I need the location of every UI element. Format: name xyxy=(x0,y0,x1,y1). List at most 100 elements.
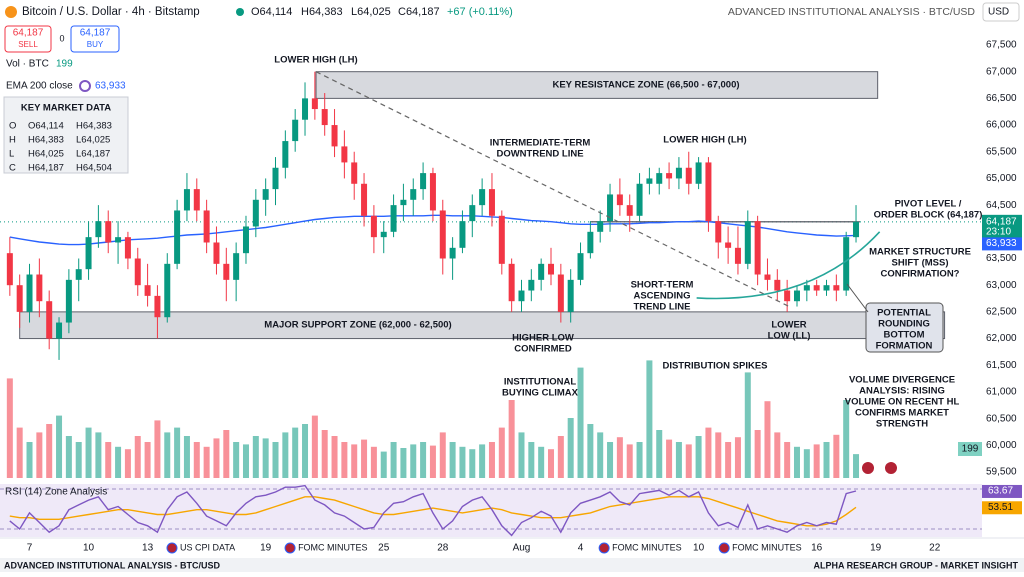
annotation: LOWER HIGH (LH) xyxy=(274,55,357,66)
event-icon xyxy=(598,542,610,554)
volume-bar xyxy=(26,442,33,478)
change: +67 (+0.11%) xyxy=(447,6,513,18)
candle-body xyxy=(242,226,249,254)
currency-button[interactable] xyxy=(982,2,1020,22)
buy-button[interactable] xyxy=(70,25,120,53)
candle-body xyxy=(262,189,269,200)
volume-bar xyxy=(498,427,505,478)
volume-bar xyxy=(459,446,466,478)
candle-body xyxy=(725,242,732,248)
market-data-table xyxy=(3,96,129,174)
event-icon xyxy=(284,542,296,554)
last-price-badge xyxy=(982,214,1022,238)
event-label-bg xyxy=(296,542,355,554)
ohlc-high: H64,383 xyxy=(301,6,343,18)
table-cell: H xyxy=(9,135,16,146)
y-tick-label: 64,500 xyxy=(986,200,1017,211)
volume-bar xyxy=(410,444,417,478)
candle-body xyxy=(36,274,43,302)
candle-body xyxy=(469,205,476,222)
volume-bar xyxy=(429,445,436,478)
annotation: CONFIRMATION? xyxy=(881,269,960,280)
volume-bar xyxy=(636,442,643,478)
volume-bar xyxy=(85,427,92,478)
x-tick-label: 13 xyxy=(142,543,154,554)
volume-bar xyxy=(469,449,476,478)
rsi-value: 63.67 xyxy=(988,486,1013,497)
annotation-box xyxy=(865,302,944,353)
candle-body xyxy=(183,189,190,211)
volume-bar xyxy=(370,446,377,478)
y-tick-label: 62,500 xyxy=(986,307,1017,318)
annotation: STRENGTH xyxy=(876,419,928,430)
volume-bar xyxy=(538,446,545,478)
ema-value: 63,933 xyxy=(95,81,126,92)
annotation: DISTRIBUTION SPIKES xyxy=(662,361,767,372)
candle-body xyxy=(134,258,141,286)
candle-body xyxy=(607,194,614,222)
candle-body xyxy=(616,194,623,206)
candle-body xyxy=(626,205,633,216)
brand: ADVANCED INSTITUTIONAL ANALYSIS · BTC/US… xyxy=(728,6,976,18)
x-tick-label: 28 xyxy=(437,543,449,554)
candle-body xyxy=(164,263,171,318)
volume-bar xyxy=(223,430,230,478)
candle-body xyxy=(213,242,220,264)
footer-bar xyxy=(0,558,1024,572)
candle-body xyxy=(538,263,545,280)
sell-button[interactable] xyxy=(4,25,52,53)
volume-bar xyxy=(843,400,850,478)
annotation: BUYING CLIMAX xyxy=(502,388,579,399)
volume-bar xyxy=(705,427,712,478)
candle-body xyxy=(341,146,348,163)
ema-badge xyxy=(982,237,1022,251)
x-tick-label: Aug xyxy=(513,543,531,554)
symbol: Bitcoin / U.S. Dollar · 4h · Bitstamp xyxy=(22,6,200,18)
volume-bar xyxy=(587,424,594,478)
volume-bar xyxy=(725,442,732,478)
candle-body xyxy=(144,285,151,296)
volume-bar xyxy=(193,442,200,478)
volume-bar xyxy=(115,446,122,478)
live-dot xyxy=(236,8,244,16)
volume-badge-label: 199 xyxy=(962,444,979,455)
candle-body xyxy=(439,210,446,259)
annotation-arrow xyxy=(846,283,869,313)
candle-body xyxy=(390,205,397,232)
volume-bar xyxy=(803,449,810,478)
volume-bar xyxy=(597,432,604,478)
candle-body xyxy=(479,189,486,206)
candle-body xyxy=(252,199,259,227)
annotation: PIVOT LEVEL / xyxy=(895,199,962,210)
volume-bar xyxy=(183,436,190,478)
annotation: VOLUME DIVERGENCE xyxy=(849,375,955,386)
x-tick-label: 22 xyxy=(929,543,941,554)
candle-body xyxy=(734,247,741,264)
candle-body xyxy=(705,162,712,222)
volume-bar xyxy=(557,436,564,478)
volume-bar xyxy=(607,442,614,478)
candle-body xyxy=(65,279,72,323)
table-title: KEY MARKET DATA xyxy=(21,103,111,114)
candle-body xyxy=(302,98,309,120)
candle-body xyxy=(744,221,751,264)
table-cell: H64,383 xyxy=(28,135,64,146)
volume-badge xyxy=(958,442,982,456)
candle-body xyxy=(764,274,771,280)
volume-bar xyxy=(331,436,338,478)
volume-bar xyxy=(203,446,210,478)
table-cell: L xyxy=(9,149,14,160)
volume-bar xyxy=(272,442,279,478)
volume-bar xyxy=(164,432,171,478)
volume-bar xyxy=(361,439,368,478)
candle-body xyxy=(754,221,761,275)
candle-body xyxy=(203,210,210,243)
annotation: ASCENDING xyxy=(633,291,690,302)
candle-body xyxy=(351,162,358,184)
plot: KEY RESISTANCE ZONE (66,500 - 67,000) MAJ… xyxy=(0,25,1024,572)
volume-bar xyxy=(764,401,771,478)
event-label: FOMC MINUTES xyxy=(612,542,682,552)
x-tick-label: 19 xyxy=(260,543,272,554)
volume-bar xyxy=(646,360,653,478)
